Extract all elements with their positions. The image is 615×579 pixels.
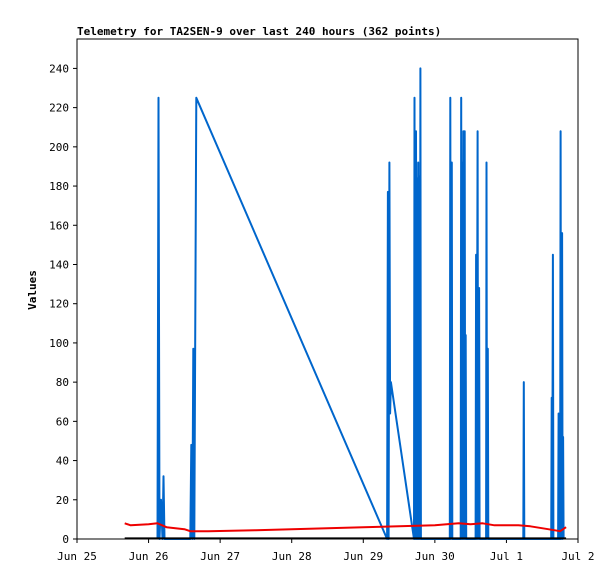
x-axis: Jun 25 Jun 26 Jun 27 Jun 28 Jun 29 Jun 30 Jul … — [57, 539, 595, 563]
x-tick-label: Jun 28 — [272, 550, 312, 563]
series-line-1 — [156, 67, 565, 540]
x-tick-label: Jun 26 — [129, 550, 169, 563]
plot-frame — [76, 38, 579, 540]
y-tick-label: 100 — [49, 337, 69, 350]
series-line-2 — [124, 522, 567, 533]
x-tick-label: Jun 29 — [343, 550, 383, 563]
x-tick-label: Jul 1 — [490, 550, 523, 563]
y-tick-label: 220 — [49, 102, 69, 115]
y-axis: 0 20 40 60 80 100 120 140 160 180 200 220 240 — [49, 62, 77, 546]
y-axis-label: Values — [26, 270, 39, 310]
y-tick-label: 240 — [49, 62, 69, 75]
y-tick-label: 20 — [56, 494, 69, 507]
y-tick-label: 0 — [62, 533, 69, 546]
series-layer — [124, 67, 567, 540]
y-tick-label: 120 — [49, 298, 69, 311]
y-tick-label: 180 — [49, 180, 69, 193]
y-tick-label: 140 — [49, 258, 69, 271]
chart-title: Telemetry for TA2SEN-9 over last 240 hou… — [77, 25, 441, 38]
y-tick-label: 60 — [56, 415, 69, 428]
x-tick-label: Jun 27 — [200, 550, 240, 563]
x-tick-label: Jul 2 — [561, 550, 594, 563]
x-tick-label: Jun 25 — [57, 550, 97, 563]
x-tick-label: Jun 30 — [415, 550, 455, 563]
y-tick-label: 80 — [56, 376, 69, 389]
y-tick-label: 40 — [56, 455, 69, 468]
y-tick-label: 200 — [49, 141, 69, 154]
y-tick-label: 160 — [49, 219, 69, 232]
